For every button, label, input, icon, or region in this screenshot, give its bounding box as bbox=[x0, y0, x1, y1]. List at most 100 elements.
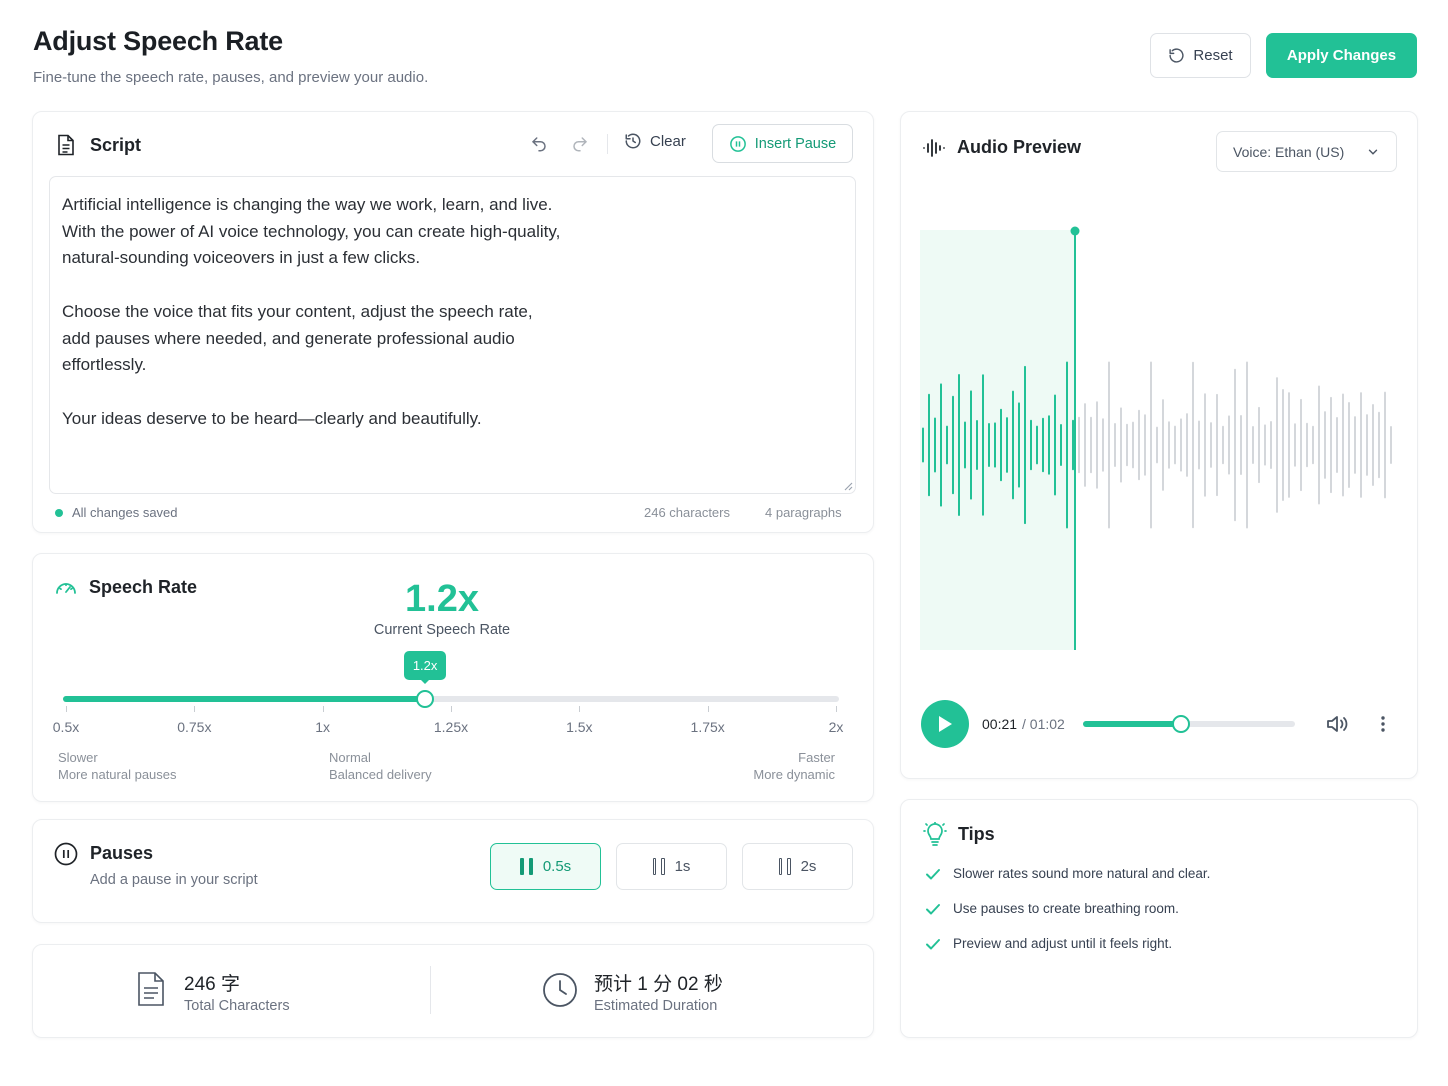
saved-status: All changes saved bbox=[72, 505, 178, 520]
pause-bars-icon bbox=[652, 858, 665, 875]
check-icon bbox=[926, 868, 940, 879]
script-title: Script bbox=[90, 135, 142, 155]
faster-title: Faster bbox=[798, 750, 835, 765]
tip-text: Slower rates sound more natural and clea… bbox=[953, 866, 1211, 881]
pause-option-label: 0.5s bbox=[542, 858, 572, 875]
insert-pause-label: Insert Pause bbox=[754, 135, 837, 152]
pause-bars-icon bbox=[778, 858, 791, 875]
speech-rate-tooltip-arrow bbox=[420, 679, 431, 684]
script-editor[interactable]: Artificial intelligence is changing the … bbox=[49, 176, 856, 494]
speech-rate-tick-label: 1.25x bbox=[433, 719, 469, 735]
pauses-title: Pauses bbox=[90, 843, 154, 863]
pause-option-2s[interactable]: 2s bbox=[742, 843, 853, 890]
slower-desc: More natural pauses bbox=[58, 767, 177, 782]
slower-title: Slower bbox=[58, 750, 98, 765]
page-title: Adjust Speech Rate bbox=[33, 26, 283, 56]
paragraph-count: 4 paragraphs bbox=[765, 505, 842, 520]
speech-rate-tick-label: 0.75x bbox=[177, 719, 212, 735]
play-button[interactable] bbox=[921, 700, 969, 748]
audio-preview-title: Audio Preview bbox=[957, 137, 1082, 157]
pause-circle-icon bbox=[729, 135, 746, 152]
speech-rate-slider-fill bbox=[63, 696, 426, 702]
tip-item: Slower rates sound more natural and clea… bbox=[925, 866, 1210, 881]
more-options-button[interactable] bbox=[1374, 712, 1392, 736]
pause-option-1s[interactable]: 1s bbox=[616, 843, 727, 890]
volume-icon bbox=[1327, 716, 1348, 732]
speech-rate-card bbox=[32, 553, 874, 802]
total-characters-label: Total Characters bbox=[184, 998, 290, 1014]
speech-rate-slider-thumb[interactable] bbox=[416, 690, 435, 708]
tip-item: Use pauses to create breathing room. bbox=[925, 901, 1179, 916]
total-time: / 01:02 bbox=[1022, 716, 1065, 732]
speech-rate-slider-track[interactable] bbox=[63, 696, 839, 702]
audio-waveform[interactable] bbox=[920, 224, 1398, 652]
reset-label: Reset bbox=[1193, 47, 1233, 64]
speech-rate-tick-label: 1x bbox=[315, 719, 331, 735]
speech-rate-tick bbox=[579, 706, 581, 712]
chevron-down-icon bbox=[1368, 149, 1378, 155]
speech-rate-title: Speech Rate bbox=[89, 577, 198, 597]
tip-text: Use pauses to create breathing room. bbox=[953, 901, 1179, 916]
script-paragraph: Your ideas deserve to be heard—clearly a… bbox=[62, 408, 482, 428]
pause-bars-icon bbox=[519, 858, 533, 875]
speech-rate-caption: Current Speech Rate bbox=[373, 622, 511, 638]
speech-rate-tick-label: 1.75x bbox=[690, 719, 725, 735]
redo-button[interactable] bbox=[568, 133, 592, 155]
apply-changes-button[interactable]: Apply Changes bbox=[1266, 33, 1417, 78]
tip-text: Preview and adjust until it feels right. bbox=[953, 936, 1173, 951]
faster-desc: More dynamic bbox=[753, 767, 835, 782]
stats-card bbox=[32, 944, 874, 1038]
toolbar-divider bbox=[607, 134, 608, 154]
speech-rate-tick bbox=[322, 706, 324, 712]
undo-button[interactable] bbox=[527, 133, 551, 155]
normal-title: Normal bbox=[329, 750, 371, 765]
waveform-playhead-handle[interactable] bbox=[1070, 226, 1080, 236]
speech-rate-tooltip: 1.2x bbox=[404, 651, 447, 680]
tip-item: Preview and adjust until it feels right. bbox=[925, 936, 1172, 951]
speech-rate-tick bbox=[836, 706, 837, 712]
clear-button[interactable]: Clear bbox=[624, 132, 686, 150]
playback-progress-thumb[interactable] bbox=[1171, 715, 1190, 733]
playback-progress-fill bbox=[1083, 721, 1181, 727]
waveform-played-region bbox=[920, 230, 1075, 650]
more-vertical-icon bbox=[1381, 716, 1385, 732]
script-paragraph: Choose the voice that fits your content,… bbox=[62, 301, 533, 375]
character-count: 246 characters bbox=[644, 505, 730, 520]
stats-divider bbox=[430, 966, 431, 1014]
waveform-icon bbox=[923, 139, 945, 157]
check-icon bbox=[926, 938, 940, 949]
page-subtitle: Fine-tune the speech rate, pauses, and p… bbox=[33, 69, 429, 86]
speech-rate-tick bbox=[66, 706, 67, 712]
script-paragraph: Artificial intelligence is changing the … bbox=[62, 195, 561, 268]
pauses-card bbox=[32, 819, 874, 923]
pause-option-label: 1s bbox=[674, 858, 691, 875]
pauses-subtitle: Add a pause in your script bbox=[90, 872, 258, 888]
undo-icon bbox=[532, 137, 546, 152]
lightbulb-icon bbox=[923, 822, 947, 846]
clock-icon bbox=[543, 973, 577, 1007]
total-characters-value: 246 字 bbox=[184, 974, 240, 995]
clear-label: Clear bbox=[650, 132, 686, 150]
estimated-duration-value: 预计 1 分 02 秒 bbox=[594, 974, 723, 995]
resize-handle-icon[interactable] bbox=[843, 481, 853, 491]
clear-icon bbox=[625, 133, 641, 149]
normal-desc: Balanced delivery bbox=[329, 767, 432, 782]
volume-button[interactable] bbox=[1323, 712, 1351, 736]
reset-button[interactable]: Reset bbox=[1150, 33, 1251, 78]
speech-rate-tick bbox=[194, 706, 196, 712]
estimated-duration-label: Estimated Duration bbox=[594, 998, 718, 1014]
voice-select[interactable]: Voice: Ethan (US) bbox=[1216, 131, 1397, 172]
current-time: 00:21 bbox=[982, 716, 1018, 732]
reset-icon bbox=[1169, 48, 1184, 63]
speech-rate-tick bbox=[707, 706, 709, 712]
document-icon bbox=[138, 972, 164, 1006]
tips-card bbox=[900, 799, 1418, 1038]
pause-option-label: 2s bbox=[800, 858, 817, 875]
gauge-icon bbox=[56, 583, 76, 594]
pause-option-0-5s[interactable]: 0.5s bbox=[490, 843, 601, 890]
play-icon bbox=[939, 716, 952, 732]
voice-select-value: Voice: Ethan (US) bbox=[1233, 143, 1345, 160]
insert-pause-button[interactable]: Insert Pause bbox=[712, 124, 853, 163]
speech-rate-tick-label: 2x bbox=[828, 719, 844, 735]
redo-icon bbox=[573, 137, 587, 152]
